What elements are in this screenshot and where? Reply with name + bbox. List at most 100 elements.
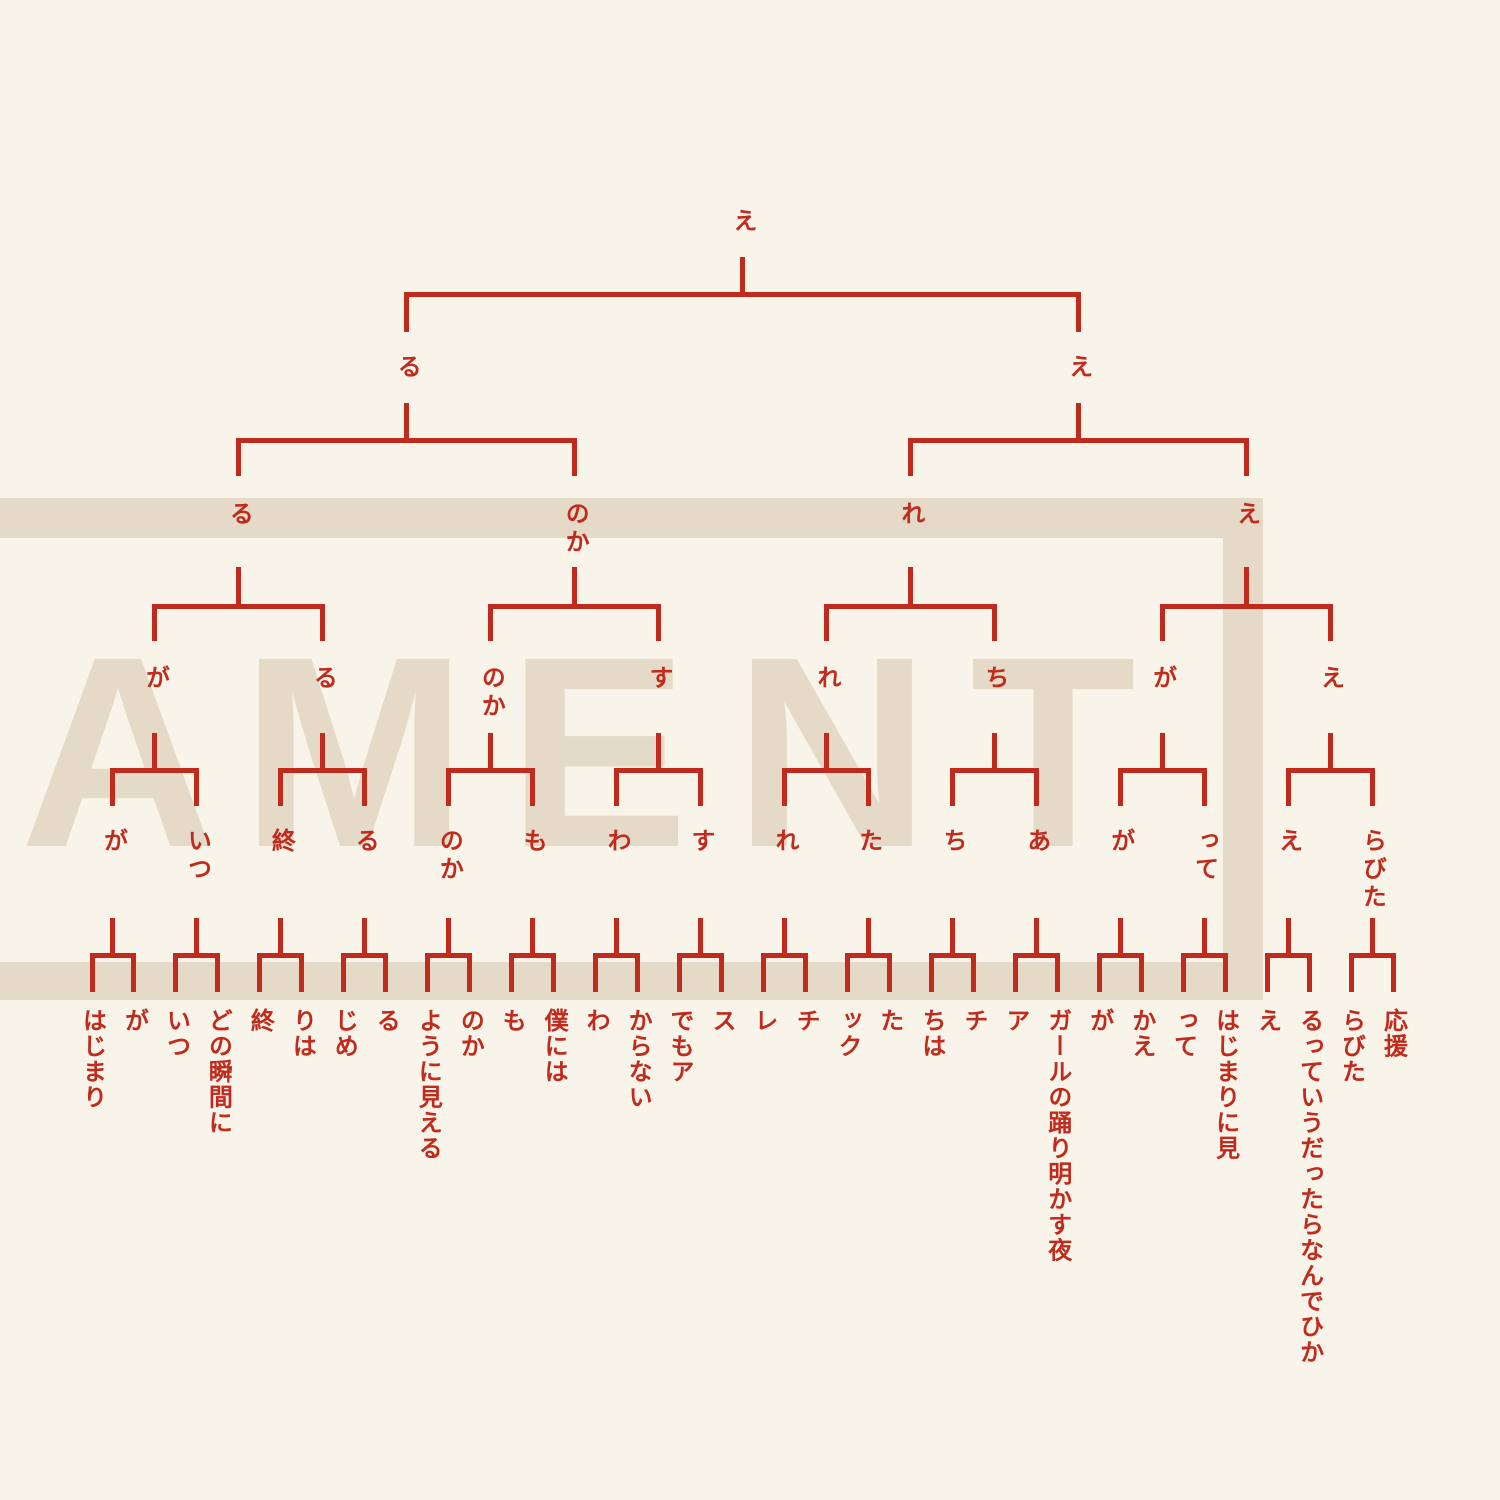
stem-line xyxy=(362,918,368,953)
bracket-leg xyxy=(1117,768,1123,806)
entry-label: る xyxy=(372,1008,399,1034)
entry-label: るっていうだったらなんでひか xyxy=(1295,1008,1322,1365)
entry-label: いつ xyxy=(162,1008,189,1059)
bracket-leg xyxy=(1285,768,1291,806)
entry-label: どの瞬間に xyxy=(204,1008,231,1136)
bracket-leg xyxy=(1222,953,1228,992)
bracket-leg xyxy=(1306,953,1312,992)
stem-line xyxy=(194,918,200,953)
stem-line xyxy=(1201,918,1207,953)
entry-label: はじまりに見 xyxy=(1211,1008,1238,1161)
stem-line xyxy=(1075,403,1081,438)
stem-line xyxy=(1327,733,1333,768)
bracket-bar xyxy=(928,953,976,958)
stem-line xyxy=(1285,918,1291,953)
stem-line xyxy=(656,733,662,768)
round-4-label: のか xyxy=(477,665,504,721)
bracket-leg xyxy=(509,953,515,992)
bracket-leg xyxy=(614,768,620,806)
entry-label: チ xyxy=(959,1008,986,1034)
bracket-leg xyxy=(425,953,431,992)
entry-label: が xyxy=(1085,1008,1112,1034)
entry-label: レ xyxy=(749,1008,776,1034)
entry-label: ガールの踊り明かす夜 xyxy=(1043,1008,1070,1263)
bracket-leg xyxy=(131,953,137,992)
bracket-bar xyxy=(257,953,305,958)
bracket-leg xyxy=(991,604,997,641)
round-5-label: た xyxy=(854,828,881,856)
bracket-leg xyxy=(488,604,494,641)
watermark-letter-m: M xyxy=(240,600,468,904)
bracket-bar xyxy=(1264,953,1312,958)
bracket-leg xyxy=(152,604,158,641)
entry-label: 応援 xyxy=(1379,1008,1406,1059)
bracket-leg xyxy=(1096,953,1102,992)
round-5-label: れ xyxy=(770,828,797,856)
bracket-leg xyxy=(1180,953,1186,992)
bracket-bar xyxy=(152,604,326,609)
stem-line xyxy=(278,918,284,953)
bracket-leg xyxy=(1390,953,1396,992)
bracket-bar xyxy=(614,768,704,773)
stem-line xyxy=(823,733,829,768)
stem-line xyxy=(865,918,871,953)
bracket-leg xyxy=(341,953,347,992)
bracket-bar xyxy=(1348,953,1396,958)
round-5-label: わ xyxy=(603,828,630,856)
stem-line xyxy=(320,733,326,768)
round-5-label: らびた xyxy=(1358,828,1385,912)
round-5-label: が xyxy=(1106,828,1133,856)
bracket-leg xyxy=(320,604,326,641)
stem-line xyxy=(152,733,158,768)
bracket-leg xyxy=(802,953,808,992)
bracket-bar xyxy=(949,768,1039,773)
bracket-leg xyxy=(823,604,829,641)
stem-line xyxy=(446,918,452,953)
stem-line xyxy=(1033,918,1039,953)
entry-label: ス xyxy=(708,1008,735,1034)
bracket-leg xyxy=(970,953,976,992)
bracket-leg xyxy=(278,768,284,806)
bracket-leg xyxy=(886,953,892,992)
bracket-leg xyxy=(865,768,871,806)
watermark-bracket-top-bar xyxy=(0,498,1263,538)
stem-line xyxy=(1243,567,1249,604)
entry-label: でもア xyxy=(666,1008,693,1085)
bracket-leg xyxy=(404,292,410,332)
round-5-label: あ xyxy=(1022,828,1049,856)
stem-line xyxy=(110,918,116,953)
entry-label: も xyxy=(498,1008,525,1034)
bracket-leg xyxy=(719,953,725,992)
bracket-leg xyxy=(1033,768,1039,806)
bracket-leg xyxy=(89,953,95,992)
entry-label: わ xyxy=(582,1008,609,1034)
bracket-leg xyxy=(1348,953,1354,992)
bracket-leg xyxy=(781,768,787,806)
entry-label: ように見える xyxy=(414,1008,441,1161)
entry-label: チ xyxy=(791,1008,818,1034)
bracket-leg xyxy=(1054,953,1060,992)
bracket-leg xyxy=(698,768,704,806)
round-4-label: え xyxy=(1316,665,1343,693)
bracket-leg xyxy=(677,953,683,992)
round-5-label: が xyxy=(99,828,126,856)
round-5-label: いつ xyxy=(183,828,210,884)
round-4-label: が xyxy=(141,665,168,693)
bracket-leg xyxy=(635,953,641,992)
bracket-leg xyxy=(446,768,452,806)
bracket-leg xyxy=(1201,768,1207,806)
round-5-label: え xyxy=(1274,828,1301,856)
bracket-leg xyxy=(1159,604,1165,641)
entry-label: って xyxy=(1169,1008,1196,1059)
bracket-bar xyxy=(89,953,137,958)
round-3-label: る xyxy=(225,501,252,529)
bracket-bar xyxy=(1180,953,1228,958)
bracket-leg xyxy=(656,604,662,641)
bracket-leg xyxy=(110,768,116,806)
round-2-label: え xyxy=(1064,354,1091,382)
bracket-bar xyxy=(341,953,389,958)
bracket-leg xyxy=(1264,953,1270,992)
stem-line xyxy=(530,918,536,953)
